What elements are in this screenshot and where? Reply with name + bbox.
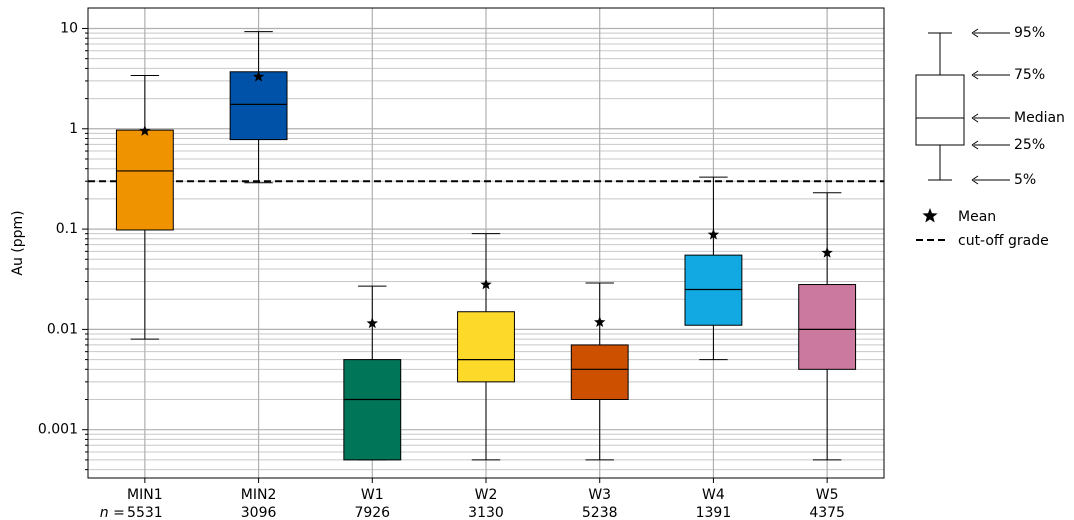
- x-tick-label: W4: [702, 487, 725, 503]
- y-tick-label: 0.1: [56, 221, 78, 237]
- box: [115, 129, 174, 231]
- y-tick-label: 0.01: [47, 321, 78, 337]
- n-label: 5531: [127, 505, 163, 520]
- x-tick-label: MIN1: [127, 487, 163, 503]
- key-label: 5%: [1014, 172, 1036, 188]
- key-arrowhead: [971, 175, 979, 185]
- box: [570, 344, 629, 401]
- key-label: 25%: [1014, 137, 1045, 153]
- n-prefix: n =: [100, 505, 125, 520]
- n-label: 3130: [468, 505, 504, 520]
- key-box: [915, 74, 965, 146]
- mean-marker: [821, 246, 833, 258]
- key-arrowhead: [971, 140, 979, 150]
- plot-frame: [87, 7, 885, 479]
- box: [684, 254, 743, 326]
- y-tick-label: 1: [69, 121, 78, 137]
- key-label: 75%: [1014, 67, 1045, 83]
- legend-mean-label: Mean: [958, 209, 996, 225]
- key-arrowhead: [971, 70, 979, 80]
- y-tick-label: 0.001: [38, 422, 78, 438]
- y-axis-label: Au (ppm): [10, 210, 26, 275]
- n-label: 7926: [354, 505, 390, 520]
- box: [798, 284, 857, 370]
- n-label: 3096: [241, 505, 277, 520]
- n-label: 5238: [582, 505, 618, 520]
- y-tick-label: 10: [60, 20, 78, 36]
- x-tick-label: W1: [361, 487, 384, 503]
- n-label: 1391: [696, 505, 732, 520]
- mean-marker: [139, 125, 151, 136]
- box: [229, 71, 288, 141]
- legend-mean-marker: [922, 208, 938, 223]
- key-label: 95%: [1014, 25, 1045, 41]
- mean-marker: [480, 278, 492, 290]
- mean-marker: [594, 316, 606, 328]
- key-arrowhead: [971, 28, 979, 38]
- legend-key: [915, 32, 965, 181]
- x-tick-label: W5: [816, 487, 839, 503]
- x-tick-label: W2: [475, 487, 498, 503]
- box: [343, 359, 402, 461]
- key-label: Median: [1014, 110, 1065, 126]
- key-arrowhead: [971, 113, 979, 123]
- n-label: 4375: [809, 505, 845, 520]
- mean-marker: [252, 70, 265, 82]
- box: [457, 311, 515, 383]
- mean-marker: [707, 228, 720, 240]
- x-tick-label: W3: [588, 487, 611, 503]
- legend-cutoff-label: cut-off grade: [958, 233, 1049, 249]
- x-tick-label: MIN2: [241, 487, 277, 503]
- mean-marker: [366, 317, 378, 329]
